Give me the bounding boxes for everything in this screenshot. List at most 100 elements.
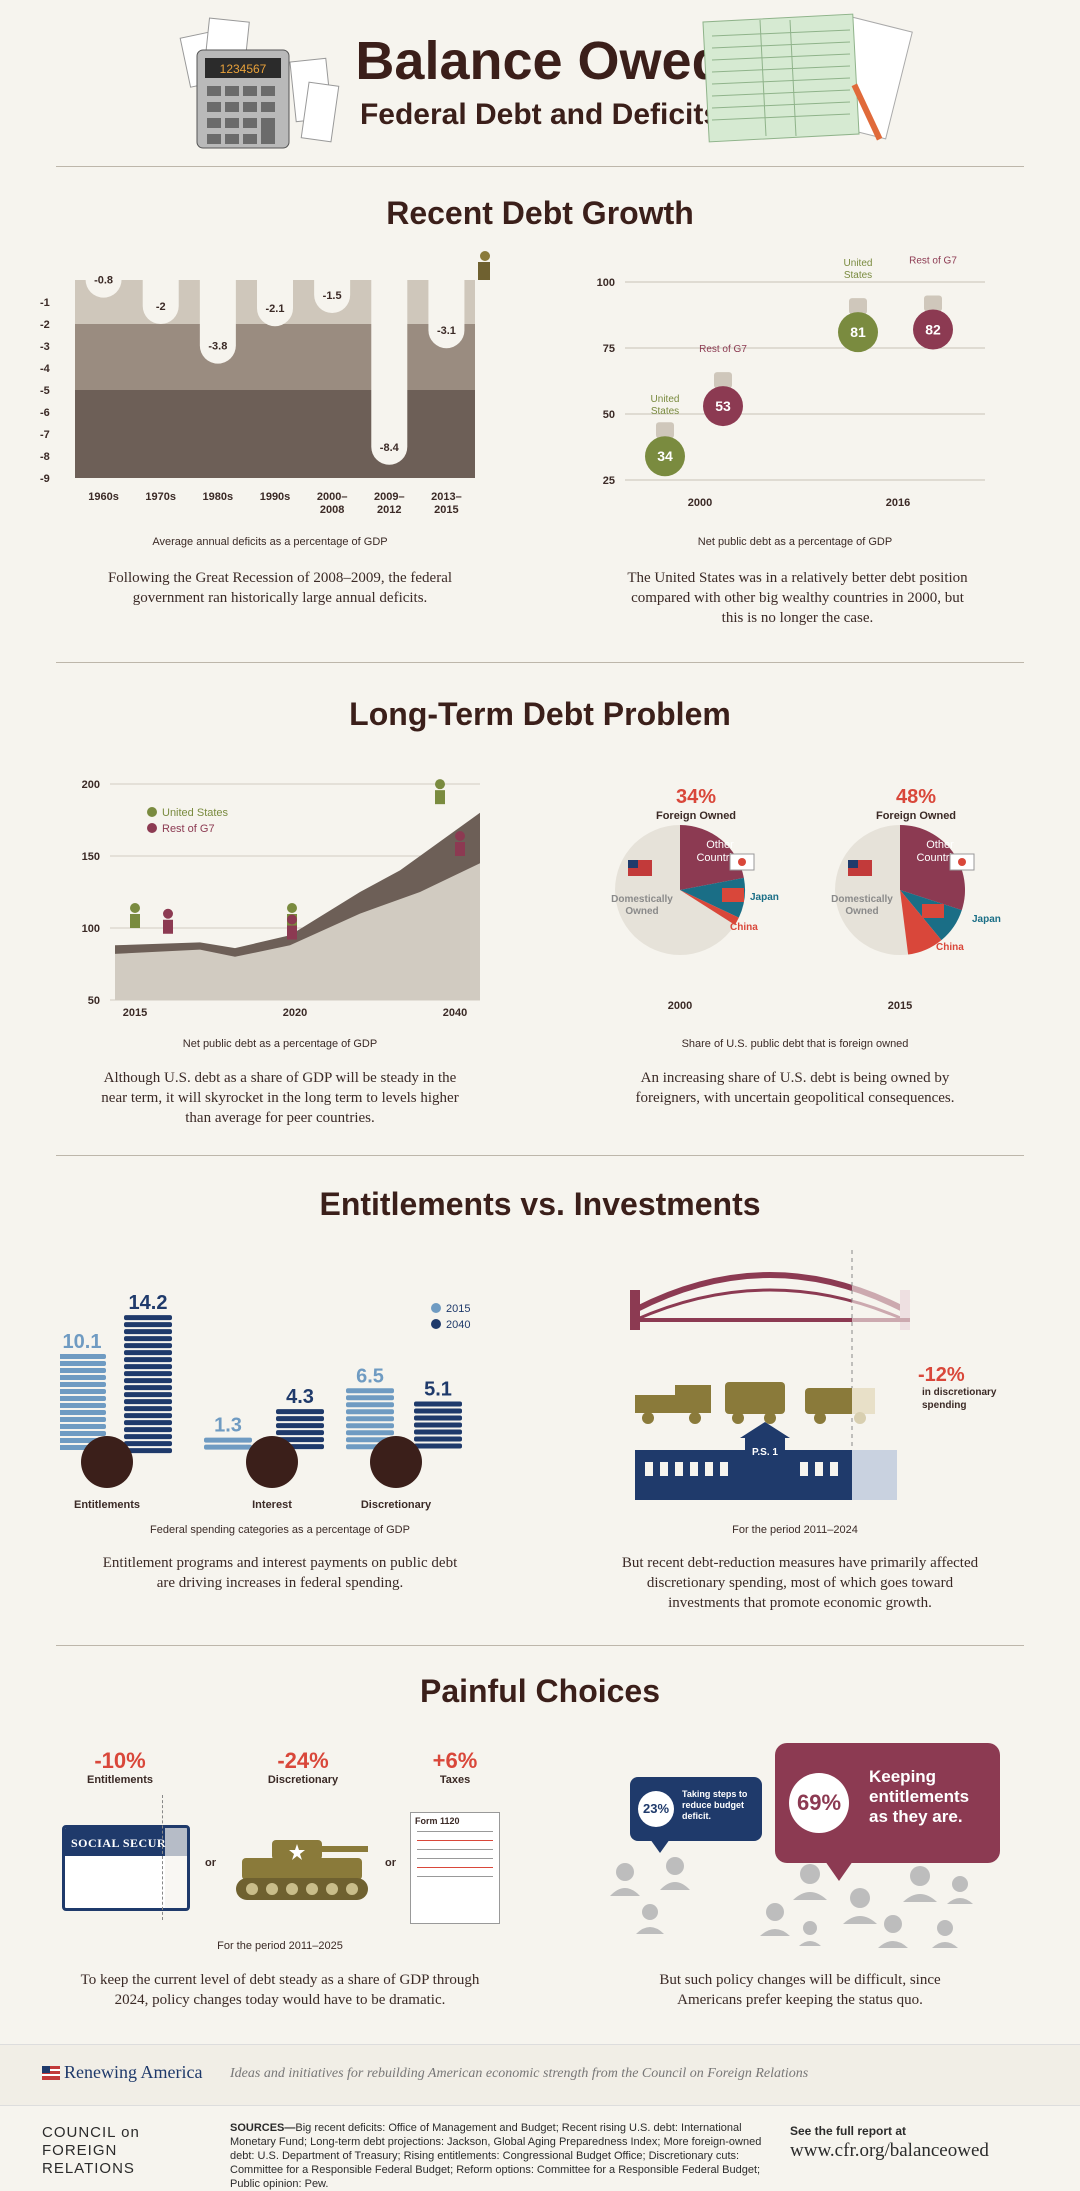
coin-stack-bar bbox=[124, 1434, 172, 1440]
japan-slice bbox=[680, 877, 745, 918]
small-pct: 23% bbox=[638, 1791, 674, 1827]
big-opinion-bubble: 69% Keeping entitlements as they are. bbox=[775, 1743, 1000, 1881]
choices-body: To keep the current level of debt steady… bbox=[80, 1972, 480, 2008]
y-tick-label: 150 bbox=[82, 851, 100, 863]
coin-stack-bar bbox=[60, 1410, 106, 1416]
coin-stack-bar bbox=[346, 1388, 394, 1394]
coin-stack-bar bbox=[124, 1406, 172, 1412]
other-countries-slice bbox=[900, 825, 965, 911]
choice-discretionary: -24% Discretionary bbox=[243, 1748, 363, 1786]
japan-label: Japan bbox=[972, 914, 1001, 925]
cut-line bbox=[162, 1795, 163, 1920]
legend-swatch-g7 bbox=[147, 823, 157, 833]
coin-stack-bar bbox=[60, 1389, 106, 1395]
spending-value-label: 4.3 bbox=[286, 1386, 314, 1408]
debt-value-label: 53 bbox=[715, 398, 731, 414]
footer-tagline: Ideas and initiatives for rebuilding Ame… bbox=[230, 2066, 809, 2081]
flag-logo-icon bbox=[42, 2066, 60, 2080]
legend-swatch bbox=[431, 1319, 441, 1329]
form-label: Form 1120 bbox=[415, 1816, 460, 1826]
other-countries-slice bbox=[680, 825, 744, 890]
category-label: Discretionary bbox=[361, 1499, 432, 1511]
coin-stack-bar bbox=[276, 1430, 324, 1436]
page-subtitle: Federal Debt and Deficits bbox=[359, 98, 721, 131]
legend-label: United States bbox=[162, 807, 229, 819]
china-flag-icon bbox=[922, 904, 944, 918]
china-slice bbox=[900, 890, 942, 955]
y-tick-label: -6 bbox=[40, 407, 50, 419]
digger-icon bbox=[480, 251, 490, 261]
x-tick-label: 1960s bbox=[88, 491, 119, 503]
deficit-bar bbox=[314, 280, 351, 313]
x-tick-label: 2040 bbox=[443, 1007, 467, 1019]
x-tick-label: 2009– 2012 bbox=[374, 491, 405, 516]
footer-brand: Renewing America bbox=[64, 2062, 203, 2082]
sources: SOURCES—Big recent deficits: Office of M… bbox=[230, 2121, 770, 2191]
coin-stack-bar bbox=[124, 1399, 172, 1405]
area-caption: Net public debt as a percentage of GDP bbox=[182, 1038, 378, 1050]
cut-label: in discretionary spending bbox=[922, 1387, 997, 1411]
coin-stack-bar bbox=[346, 1430, 394, 1436]
spending-caption: Federal spending categories as a percent… bbox=[150, 1524, 410, 1536]
y-tick-label: -1 bbox=[40, 297, 50, 309]
choice-value: +6% bbox=[432, 1748, 478, 1773]
japan-flag-icon bbox=[958, 858, 966, 866]
coin-stack-bar bbox=[124, 1343, 172, 1349]
deficit-chart: -1 -2 -3 -4 -5 -6 -7 -8 -9 -0.8 1960s -2 1970s -3.8 19… bbox=[40, 251, 490, 516]
debt-point bbox=[703, 386, 743, 427]
bridge-icon bbox=[630, 1270, 910, 1330]
coin-stack-bar bbox=[346, 1416, 394, 1422]
y-tick-label: 25 bbox=[603, 475, 615, 487]
legend-swatch-us bbox=[147, 807, 157, 817]
spending-value-label: 1.3 bbox=[214, 1415, 242, 1437]
pie-body: An increasing share of U.S. debt is bein… bbox=[635, 1070, 955, 1106]
vehicles-icon bbox=[635, 1382, 875, 1424]
choices-period: For the period 2011–2025 bbox=[217, 1940, 343, 1952]
x-tick-label: 2016 bbox=[886, 497, 910, 509]
coin-stack-bar bbox=[276, 1437, 324, 1443]
hiker-icon bbox=[287, 903, 297, 913]
big-text: Keeping entitlements as they are. bbox=[869, 1767, 970, 1826]
deficit-caption: Average annual deficits as a percentage … bbox=[152, 536, 388, 548]
divider bbox=[56, 1155, 1024, 1156]
report-link[interactable]: www.cfr.org/balanceowed bbox=[790, 2140, 989, 2161]
coin-stack-bar bbox=[414, 1401, 462, 1407]
deficit-bar bbox=[199, 280, 236, 364]
longterm-debt-chart: 50 100 150 200 2015 2020 2040 United States Rest… bbox=[82, 779, 480, 1019]
coin-stack-bar bbox=[414, 1443, 462, 1449]
coin-stack-bar bbox=[124, 1448, 172, 1454]
coin-stack-bar bbox=[124, 1364, 172, 1370]
hiker-icon bbox=[287, 925, 297, 940]
calculator-icon: 1234567 bbox=[179, 17, 340, 149]
coin-stack-bar bbox=[60, 1403, 106, 1409]
area-body: Although U.S. debt as a share of GDP wil… bbox=[101, 1070, 459, 1126]
coin-stack-bar bbox=[414, 1429, 462, 1435]
tax-form-icon: Form 1120 bbox=[410, 1812, 500, 1924]
deficit-bar bbox=[142, 280, 179, 324]
deficit-value-label: -3.1 bbox=[437, 325, 456, 337]
coin-stack-bar bbox=[346, 1395, 394, 1401]
debt-point bbox=[645, 436, 685, 477]
coin-stack-bar bbox=[124, 1322, 172, 1328]
choice-value: -24% bbox=[277, 1748, 329, 1773]
hiker-icon bbox=[130, 914, 140, 928]
coin-stack-bar bbox=[60, 1375, 106, 1381]
coin-stack-bar bbox=[60, 1424, 106, 1430]
coin-stack-bar bbox=[124, 1350, 172, 1356]
series-label: United States bbox=[651, 394, 680, 417]
pie-caption: Share of U.S. public debt that is foreig… bbox=[681, 1038, 909, 1050]
hiker-icon bbox=[163, 908, 173, 919]
divider bbox=[56, 166, 1024, 167]
card-text: SOCIAL SECUR bbox=[71, 1836, 167, 1850]
japan-label: Japan bbox=[750, 892, 779, 903]
hiker-icon bbox=[130, 903, 140, 913]
footer-band bbox=[0, 2044, 1080, 2106]
coin-stack-bar bbox=[124, 1427, 172, 1433]
x-tick-label: 2000– 2008 bbox=[317, 491, 348, 516]
coin-stack-bar bbox=[124, 1413, 172, 1419]
tank-icon bbox=[236, 1840, 368, 1900]
y-tick-label: -8 bbox=[40, 451, 50, 463]
y-tick-label: 200 bbox=[82, 779, 100, 791]
coin-stack-bar bbox=[60, 1361, 106, 1367]
coin-stack-bar bbox=[276, 1416, 324, 1422]
